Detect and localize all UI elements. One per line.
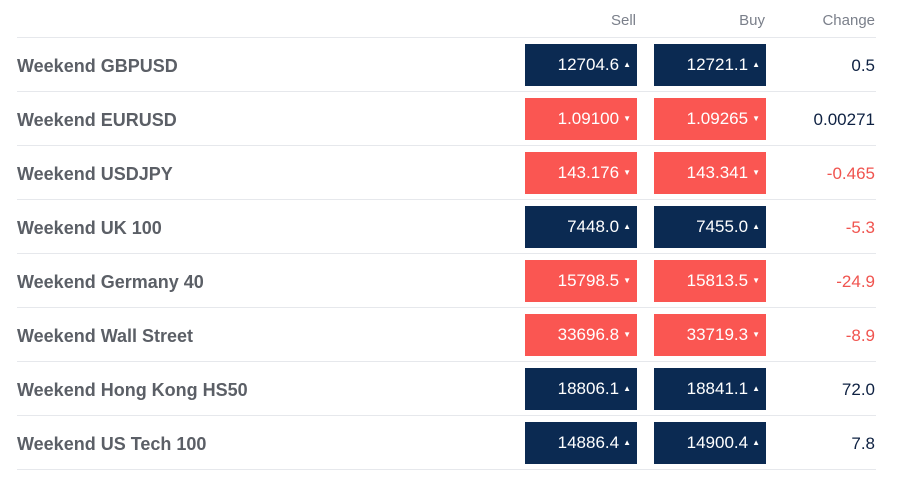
sell-price: 7448.0 <box>567 217 620 236</box>
table-header: Sell Buy Change <box>17 0 876 38</box>
sell-price-button[interactable]: 143.176 ▼ <box>525 152 637 194</box>
sell-price: 33696.8 <box>557 325 620 344</box>
table-row[interactable]: Weekend Hong Kong HS50 18806.1 ▲ 18841.1 ▲ 72… <box>17 362 876 416</box>
buy-price-button[interactable]: 143.341 ▼ <box>654 152 766 194</box>
sell-price-button[interactable]: 15798.5 ▼ <box>525 260 637 302</box>
sell-price: 12704.6 <box>557 55 620 74</box>
triangle-down-icon: ▼ <box>752 167 760 177</box>
sell-price-button[interactable]: 33696.8 ▼ <box>525 314 637 356</box>
triangle-down-icon: ▼ <box>623 275 631 285</box>
buy-price: 14900.4 <box>686 433 749 452</box>
buy-price: 7455.0 <box>696 217 749 236</box>
buy-price-button[interactable]: 7455.0 ▲ <box>654 206 766 248</box>
change-column-header: Change <box>822 12 875 29</box>
sell-price: 15798.5 <box>557 271 620 290</box>
sell-price-button[interactable]: 1.09100 ▼ <box>525 98 637 140</box>
triangle-up-icon: ▲ <box>623 59 631 69</box>
buy-column-header: Buy <box>739 12 765 29</box>
table-row[interactable]: Weekend UK 100 7448.0 ▲ 7455.0 ▲ -5.3 <box>17 200 876 254</box>
table-row[interactable]: Weekend Wall Street 33696.8 ▼ 33719.3 ▼ -8.9 <box>17 308 876 362</box>
triangle-up-icon: ▲ <box>623 383 631 393</box>
table-row[interactable]: Weekend Germany 40 15798.5 ▼ 15813.5 ▼ -24.9 <box>17 254 876 308</box>
change-value: 7.8 <box>851 434 875 453</box>
buy-price-button[interactable]: 18841.1 ▲ <box>654 368 766 410</box>
sell-price: 1.09100 <box>557 109 620 128</box>
buy-price: 15813.5 <box>686 271 749 290</box>
table-row[interactable]: Weekend USDJPY 143.176 ▼ 143.341 ▼ -0.465 <box>17 146 876 200</box>
triangle-down-icon: ▼ <box>623 113 631 123</box>
change-value: 72.0 <box>841 380 875 399</box>
triangle-down-icon: ▼ <box>752 113 760 123</box>
triangle-up-icon: ▲ <box>752 221 760 231</box>
buy-price-button[interactable]: 33719.3 ▼ <box>654 314 766 356</box>
sell-price-button[interactable]: 14886.4 ▲ <box>525 422 637 464</box>
change-value: -5.3 <box>845 218 875 237</box>
buy-price: 12721.1 <box>686 55 749 74</box>
table-row[interactable]: Weekend US Tech 100 14886.4 ▲ 14900.4 ▲ 7.8 <box>17 416 876 470</box>
buy-price-button[interactable]: 15813.5 ▼ <box>654 260 766 302</box>
sell-price-button[interactable]: 18806.1 ▲ <box>525 368 637 410</box>
change-value: -24.9 <box>836 272 875 291</box>
table-body: Weekend GBPUSD 12704.6 ▲ 12721.1 ▲ 0.5 Weekend… <box>17 38 876 470</box>
market-name[interactable]: Weekend Wall Street <box>17 326 194 346</box>
market-name[interactable]: Weekend EURUSD <box>17 110 177 130</box>
market-name[interactable]: Weekend USDJPY <box>17 164 173 184</box>
sell-price-button[interactable]: 7448.0 ▲ <box>525 206 637 248</box>
change-value: 0.00271 <box>813 110 875 129</box>
sell-price: 18806.1 <box>557 379 620 398</box>
sell-column-header: Sell <box>610 12 636 29</box>
triangle-up-icon: ▲ <box>752 59 760 69</box>
change-value: -0.465 <box>826 164 875 183</box>
sell-price: 143.176 <box>557 163 620 182</box>
triangle-up-icon: ▲ <box>752 437 760 447</box>
table-row[interactable]: Weekend EURUSD 1.09100 ▼ 1.09265 ▼ 0.00271 <box>17 92 876 146</box>
triangle-up-icon: ▲ <box>623 221 631 231</box>
buy-price: 143.341 <box>686 163 749 182</box>
triangle-down-icon: ▼ <box>623 329 631 339</box>
buy-price-button[interactable]: 12721.1 ▲ <box>654 44 766 86</box>
buy-price: 33719.3 <box>686 325 749 344</box>
triangle-down-icon: ▼ <box>752 329 760 339</box>
buy-price-button[interactable]: 1.09265 ▼ <box>654 98 766 140</box>
market-name[interactable]: Weekend GBPUSD <box>17 56 178 76</box>
market-name[interactable]: Weekend Hong Kong HS50 <box>17 380 248 400</box>
sell-price-button[interactable]: 12704.6 ▲ <box>525 44 637 86</box>
triangle-down-icon: ▼ <box>623 167 631 177</box>
change-value: -8.9 <box>845 326 875 345</box>
triangle-up-icon: ▲ <box>752 383 760 393</box>
change-value: 0.5 <box>851 56 875 75</box>
markets-table: Sell Buy Change Weekend GBPUSD 12704.6 ▲ 12… <box>17 0 876 470</box>
buy-price-button[interactable]: 14900.4 ▲ <box>654 422 766 464</box>
triangle-up-icon: ▲ <box>623 437 631 447</box>
market-name[interactable]: Weekend Germany 40 <box>17 272 204 292</box>
buy-price: 18841.1 <box>686 379 749 398</box>
market-name[interactable]: Weekend US Tech 100 <box>17 434 207 454</box>
buy-price: 1.09265 <box>686 109 749 128</box>
sell-price: 14886.4 <box>557 433 620 452</box>
triangle-down-icon: ▼ <box>752 275 760 285</box>
table-row[interactable]: Weekend GBPUSD 12704.6 ▲ 12721.1 ▲ 0.5 <box>17 38 876 92</box>
market-name[interactable]: Weekend UK 100 <box>17 218 162 238</box>
